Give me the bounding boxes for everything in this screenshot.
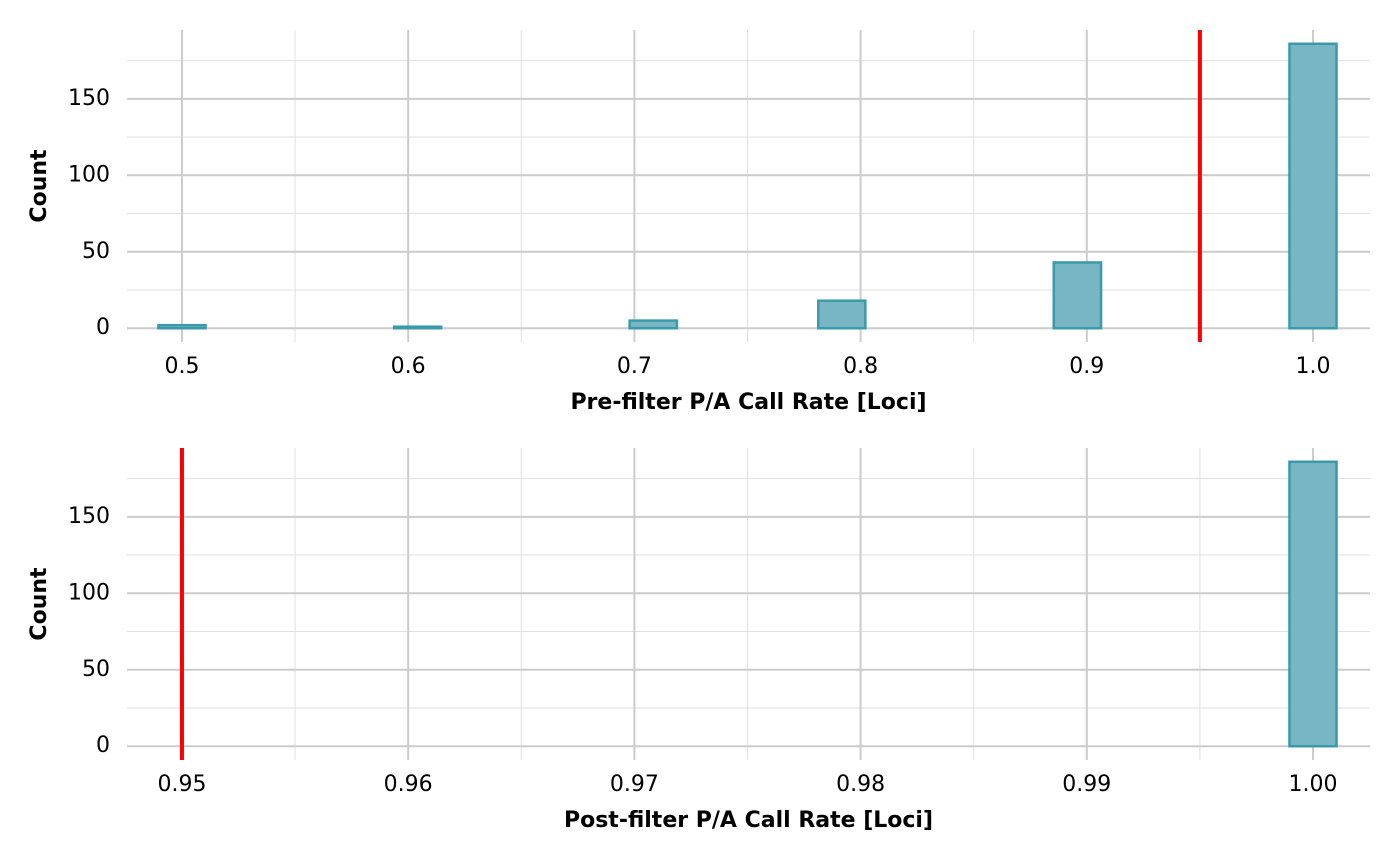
histogram-bar: [628, 319, 679, 330]
x-tick-label: 0.6: [391, 354, 426, 379]
y-tick-label: 150: [68, 504, 110, 529]
y-tick-label: 50: [82, 657, 110, 682]
x-axis-title: Post-filter P/A Call Rate [Loci]: [564, 808, 933, 833]
y-tick-label: 50: [82, 239, 110, 264]
x-axis-title: Pre-filter P/A Call Rate [Loci]: [570, 390, 926, 415]
histogram-bar: [1288, 42, 1338, 330]
y-axis-title: Count: [27, 149, 52, 223]
y-tick-label: 0: [96, 315, 110, 340]
histogram-bar: [392, 325, 443, 330]
y-tick-label: 0: [96, 733, 110, 758]
y-tick-label: 100: [68, 580, 110, 605]
x-tick-label: 0.8: [843, 354, 878, 379]
y-axis-title: Count: [27, 567, 52, 641]
x-tick-label: 0.99: [1062, 772, 1111, 797]
x-tick-label: 0.95: [157, 772, 206, 797]
histogram-bar: [1288, 460, 1338, 748]
y-tick-label: 100: [68, 162, 110, 187]
x-tick-label: 0.9: [1069, 354, 1104, 379]
x-tick-label: 0.98: [836, 772, 885, 797]
x-tick-label: 0.5: [164, 354, 199, 379]
x-tick-label: 1.00: [1289, 772, 1338, 797]
x-tick-label: 0.7: [617, 354, 652, 379]
x-tick-label: 0.96: [384, 772, 433, 797]
y-tick-label: 150: [68, 86, 110, 111]
x-tick-label: 0.97: [610, 772, 659, 797]
histogram-bar: [817, 299, 867, 330]
histogram-bar: [157, 323, 207, 330]
histogram-bar: [1052, 261, 1103, 330]
x-tick-label: 1.0: [1295, 354, 1330, 379]
